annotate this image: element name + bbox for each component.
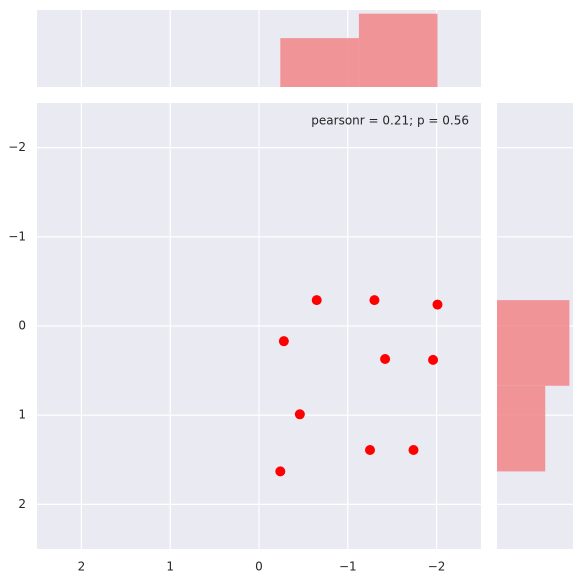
point bbox=[365, 444, 375, 455]
point bbox=[380, 354, 391, 365]
point bbox=[311, 295, 322, 306]
y-tick-label: 2 bbox=[18, 497, 26, 511]
point bbox=[278, 336, 289, 347]
x-tick-label: 0 bbox=[255, 560, 263, 574]
point bbox=[428, 354, 439, 365]
x-tick-label: 2 bbox=[78, 560, 86, 574]
point bbox=[432, 299, 443, 310]
annotation: pearsonr = 0.21; p = 0.56 bbox=[311, 114, 469, 128]
point bbox=[369, 295, 380, 306]
point bbox=[275, 466, 286, 477]
y-tick-label: −2 bbox=[8, 140, 26, 154]
histogram-bar bbox=[497, 385, 546, 472]
point bbox=[294, 409, 305, 420]
histogram-bar bbox=[280, 38, 359, 87]
x-tick-label: −1 bbox=[339, 560, 357, 574]
x-tick-label: 1 bbox=[166, 560, 174, 574]
y-tick-label: −1 bbox=[8, 229, 26, 243]
point bbox=[408, 444, 419, 455]
y-tick-label: 0 bbox=[18, 319, 26, 333]
histogram-bar bbox=[497, 300, 570, 386]
histogram-bar bbox=[358, 13, 438, 88]
y-tick-label: 1 bbox=[18, 408, 26, 422]
x-tick-label: −2 bbox=[428, 560, 446, 574]
